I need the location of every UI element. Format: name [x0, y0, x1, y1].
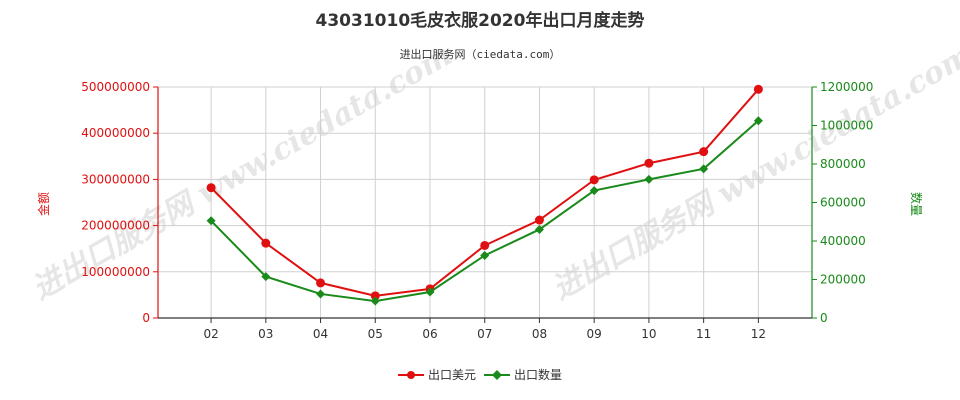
x-tick-label: 05 [368, 327, 383, 341]
data-point-amount [206, 183, 216, 193]
data-point-amount [534, 215, 544, 225]
y-axis-right-ticks: 0 200000 400000 600000 800000 1000000 1200000 [812, 80, 873, 325]
series [206, 84, 763, 306]
data-point-quantity [425, 287, 435, 297]
y-axis-left-ticks: 0 100000000 200000000 300000000 400000000 500… [81, 80, 158, 325]
legend: 出口美元 出口数量 [398, 367, 562, 382]
chart-subtitle: 进出口服务网（ciedata.com） [400, 47, 561, 61]
x-tick-label: 04 [313, 327, 328, 341]
x-tick-label: 09 [587, 327, 602, 341]
y-tick-left-label: 500000000 [81, 80, 150, 94]
legend-marker-quantity [492, 370, 502, 380]
legend-marker-amount [407, 371, 415, 379]
y-tick-left-label: 200000000 [81, 219, 150, 233]
data-point-amount [644, 158, 654, 168]
data-point-quantity [316, 289, 326, 299]
data-point-amount [480, 240, 490, 250]
y-tick-left-label: 400000000 [81, 126, 150, 140]
data-point-quantity [644, 174, 654, 184]
x-tick-label: 07 [477, 327, 492, 341]
x-tick-label: 02 [203, 327, 218, 341]
data-point-quantity [753, 116, 763, 126]
y-tick-right-label: 200000 [820, 273, 866, 287]
data-point-quantity [480, 250, 490, 260]
grid [158, 86, 813, 318]
y-tick-right-label: 1200000 [820, 80, 873, 94]
data-point-quantity [261, 272, 271, 282]
watermark-text: 进出口服务网 www.ciedata.com [547, 37, 960, 306]
data-point-quantity [534, 224, 544, 234]
x-tick-label: 10 [641, 327, 656, 341]
legend-item-quantity[interactable]: 出口数量 [484, 367, 562, 382]
y-tick-left-label: 0 [142, 311, 150, 325]
data-point-amount [370, 291, 380, 301]
y-axis-left-label: 金额 [36, 192, 51, 216]
data-point-amount [589, 175, 599, 185]
y-tick-left-label: 300000000 [81, 172, 150, 186]
data-point-quantity [589, 186, 599, 196]
legend-label-quantity: 出口数量 [514, 367, 562, 382]
chart-title: 43031010毛皮衣服2020年出口月度走势 [316, 10, 645, 31]
x-tick-label: 03 [258, 327, 273, 341]
data-point-quantity [370, 296, 380, 306]
y-tick-right-label: 1000000 [820, 119, 873, 133]
y-axis-right-label: 数量 [909, 192, 924, 216]
y-tick-left-label: 100000000 [81, 265, 150, 279]
x-tick-label: 08 [532, 327, 547, 341]
y-tick-right-label: 0 [820, 311, 828, 325]
x-axis-ticks: 02 03 04 05 06 07 08 09 10 11 12 [203, 318, 766, 341]
data-point-amount [316, 278, 326, 288]
data-point-quantity [699, 164, 709, 174]
x-tick-label: 06 [422, 327, 437, 341]
y-tick-right-label: 800000 [820, 157, 866, 171]
x-tick-label: 11 [696, 327, 711, 341]
data-point-amount [261, 238, 271, 248]
watermark-layer: 进出口服务网 www.ciedata.com 进出口服务网 www.ciedat… [27, 37, 960, 306]
data-point-amount [753, 84, 763, 94]
legend-label-amount: 出口美元 [428, 368, 476, 382]
legend-item-amount[interactable]: 出口美元 [398, 368, 476, 382]
x-tick-label: 12 [751, 327, 766, 341]
data-point-quantity [206, 216, 216, 226]
y-tick-right-label: 400000 [820, 234, 866, 248]
data-point-amount [699, 147, 709, 157]
y-tick-right-label: 600000 [820, 196, 866, 210]
